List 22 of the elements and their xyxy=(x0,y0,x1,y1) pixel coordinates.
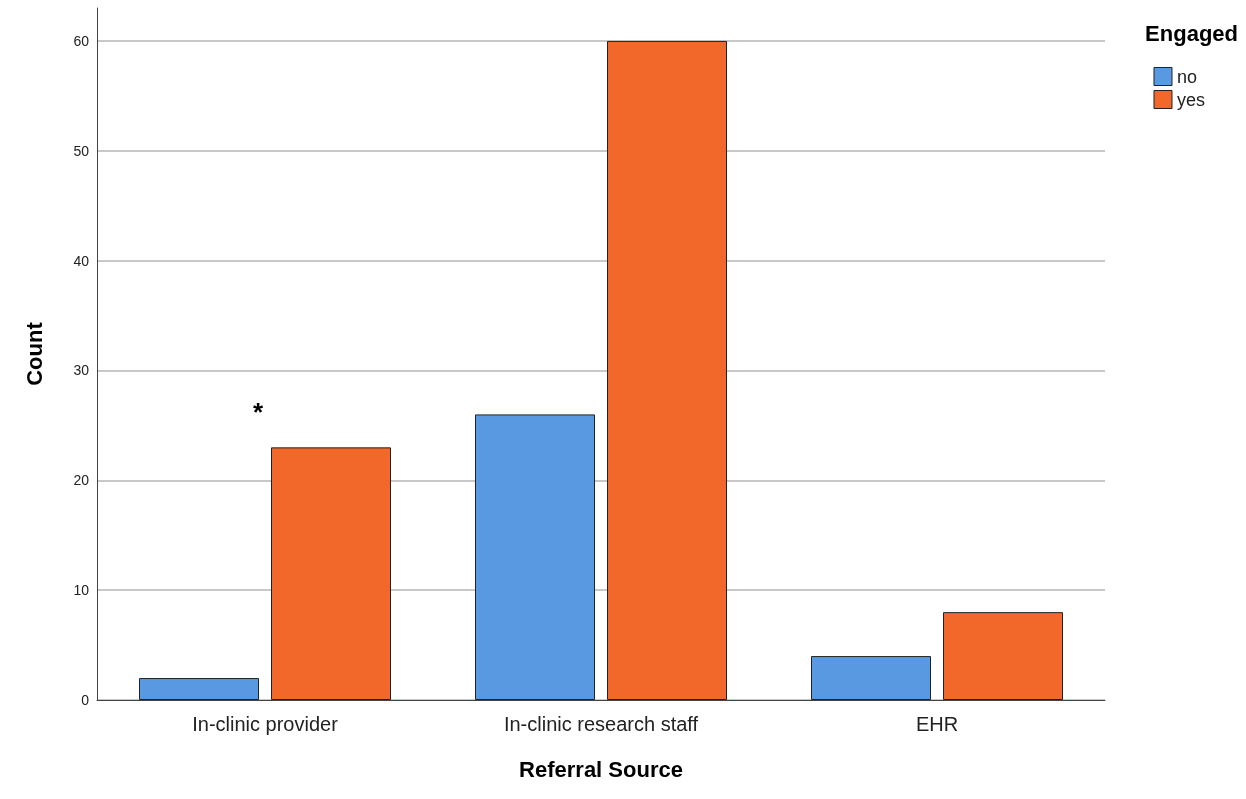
bar xyxy=(811,656,931,700)
x-tick-label: In-clinic research staff xyxy=(503,713,699,735)
y-tick-label: 0 xyxy=(81,692,90,708)
bar xyxy=(943,612,1063,700)
y-tick-label: 50 xyxy=(73,142,90,159)
legend-title: Engaged xyxy=(1145,20,1239,46)
y-tick-label: 60 xyxy=(73,32,90,49)
x-tick-label: In-clinic provider xyxy=(192,713,339,735)
bar xyxy=(607,40,727,700)
y-tick-label: 20 xyxy=(73,472,90,489)
annotation: * xyxy=(252,397,264,427)
y-tick-label: 30 xyxy=(73,362,90,379)
y-tick-label: 10 xyxy=(73,582,90,599)
y-axis-title: Count xyxy=(21,321,47,386)
legend-label: yes xyxy=(1176,89,1205,110)
bar xyxy=(271,447,391,700)
bar xyxy=(475,414,595,700)
y-tick-label: 40 xyxy=(73,252,90,269)
legend-label: no xyxy=(1176,66,1198,87)
x-axis-title: Referral Source xyxy=(519,756,683,782)
bar xyxy=(139,678,259,700)
x-tick-label: EHR xyxy=(915,713,959,735)
